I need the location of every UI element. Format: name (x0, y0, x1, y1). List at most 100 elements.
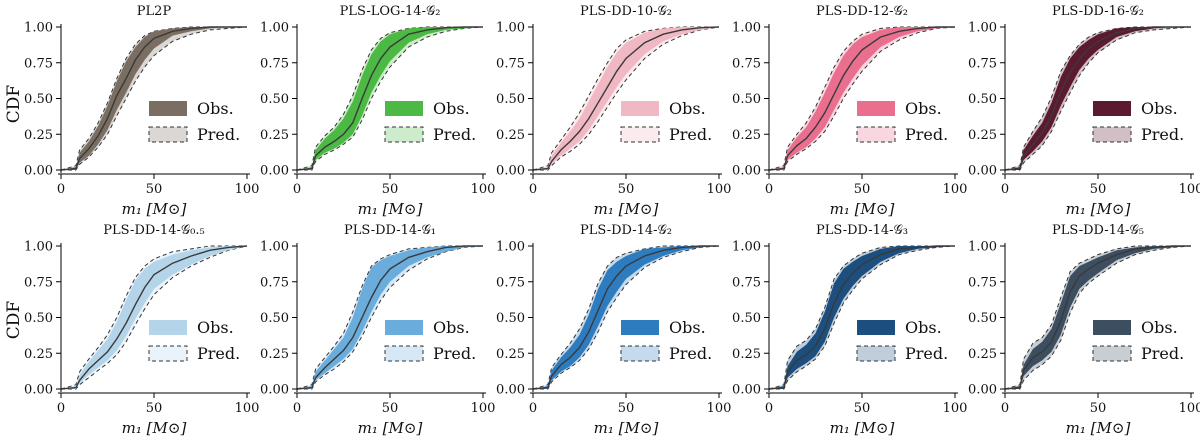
x-tick-label: 0 (293, 182, 301, 197)
y-tick-label: 0.75 (732, 275, 761, 290)
x-tick-label: 50 (382, 182, 399, 197)
panel-title: PLS-DD-14-𝒢₅ (1052, 223, 1144, 238)
legend-obs-label: Obs. (197, 318, 234, 337)
y-tick-label: 0.25 (496, 128, 525, 143)
legend-pred-swatch (1092, 126, 1132, 143)
panel-title: PLS-DD-14-𝒢₂ (580, 223, 672, 238)
y-tick-label: 0.75 (496, 56, 525, 71)
x-tick-label: 0 (765, 401, 773, 416)
y-tick-label: 0.75 (732, 56, 761, 71)
y-tick-label: 1.00 (496, 21, 525, 36)
y-tick-label: 0.75 (24, 275, 53, 290)
x-axis-label: m₁ [M⊙] (1066, 200, 1131, 218)
legend-pred-swatch (856, 126, 896, 143)
pred-lower-line (61, 26, 248, 171)
obs-band (533, 27, 719, 170)
legend-obs-swatch (1093, 320, 1131, 335)
obs-band (61, 246, 247, 389)
y-tick-label: 0.25 (24, 347, 53, 362)
y-tick-label: 0.50 (732, 311, 761, 326)
x-tick-label: 50 (854, 401, 871, 416)
obs-band (297, 246, 483, 389)
legend-obs-label: Obs. (433, 99, 470, 118)
pred-band (1005, 246, 1191, 389)
x-axis-label: m₁ [M⊙] (358, 419, 423, 437)
y-tick-label: 0.75 (24, 56, 53, 71)
legend-obs-swatch (857, 320, 895, 335)
obs-band (533, 246, 719, 389)
panel-3: 0.00 0.25 0.50 0.75 1.00 0 50 100 PLS-DD-10-𝒢₂ m₁… (496, 4, 731, 218)
y-tick-label: 0.50 (24, 311, 53, 326)
legend-pred-swatch (148, 126, 188, 143)
legend-pred-label: Pred. (669, 344, 712, 363)
legend-pred-label: Pred. (1141, 344, 1184, 363)
legend-pred-label: Pred. (197, 344, 240, 363)
y-tick-label: 0.25 (260, 128, 289, 143)
y-tick-label: 0.50 (260, 311, 289, 326)
pred-band (61, 27, 247, 170)
x-tick-label: 50 (146, 182, 163, 197)
y-tick-label: 0.50 (496, 311, 525, 326)
x-tick-label: 100 (943, 182, 968, 197)
x-tick-label: 100 (1179, 182, 1200, 197)
pred-lower-line (533, 26, 720, 171)
obs-band (769, 27, 955, 170)
pred-upper-line (60, 245, 247, 390)
y-tick-label: 1.00 (968, 240, 997, 255)
x-tick-label: 50 (618, 401, 635, 416)
pred-lower-line (769, 245, 956, 390)
x-tick-label: 0 (57, 401, 65, 416)
legend-obs-label: Obs. (905, 99, 942, 118)
y-tick-label: 1.00 (24, 240, 53, 255)
y-tick-label: 1.00 (732, 21, 761, 36)
x-tick-label: 0 (57, 182, 65, 197)
y-tick-label: 1.00 (24, 21, 53, 36)
panel-title: PL2P (137, 4, 172, 19)
obs-median-line (1004, 245, 1191, 390)
y-tick-label: 0.50 (496, 92, 525, 107)
legend-pred-swatch (1092, 345, 1132, 362)
y-tick-label: 0.00 (968, 164, 997, 179)
legend-pred-label: Pred. (197, 125, 240, 144)
x-axis-label: m₁ [M⊙] (830, 200, 895, 218)
panel-7: 0.00 0.25 0.50 0.75 1.00 0 50 100 PLS-DD-14-𝒢₁ m₁… (260, 223, 495, 437)
x-tick-label: 0 (1001, 182, 1009, 197)
legend-obs-swatch (621, 101, 659, 116)
y-tick-label: 0.00 (260, 383, 289, 398)
y-tick-label: 0.75 (968, 56, 997, 71)
pred-lower-line (769, 26, 956, 171)
panel-10: 0.00 0.25 0.50 0.75 1.00 0 50 100 PLS-DD-14-𝒢₅ m₁… (968, 223, 1200, 437)
legend-pred-swatch (620, 345, 660, 362)
y-tick-label: 1.00 (732, 240, 761, 255)
legend-obs-swatch (621, 320, 659, 335)
y-tick-label: 0.25 (260, 347, 289, 362)
obs-median-line (1004, 26, 1191, 171)
obs-median-line (532, 245, 719, 390)
x-tick-label: 100 (235, 401, 260, 416)
y-tick-label: 0.50 (968, 311, 997, 326)
legend-obs-swatch (385, 101, 423, 116)
x-tick-label: 100 (943, 401, 968, 416)
y-tick-label: 1.00 (496, 240, 525, 255)
legend-pred-swatch (148, 345, 188, 362)
legend-obs-swatch (857, 101, 895, 116)
y-tick-label: 0.00 (24, 164, 53, 179)
y-tick-label: 1.00 (260, 240, 289, 255)
obs-median-line (60, 26, 247, 171)
y-tick-label: 0.25 (968, 347, 997, 362)
legend-obs-swatch (149, 320, 187, 335)
y-tick-label: 1.00 (260, 21, 289, 36)
legend-obs-swatch (149, 101, 187, 116)
y-tick-label: 0.25 (732, 347, 761, 362)
x-tick-label: 0 (1001, 401, 1009, 416)
pred-upper-line (532, 245, 719, 390)
legend-pred-label: Pred. (905, 125, 948, 144)
y-tick-label: 0.00 (496, 164, 525, 179)
x-tick-label: 100 (471, 401, 496, 416)
panel-title: PLS-DD-16-𝒢₂ (1052, 4, 1144, 19)
panel-6: 0.00 0.25 0.50 0.75 1.00 0 50 100 PLS-DD-14-𝒢₀.₅… (24, 223, 259, 437)
legend-pred-swatch (856, 345, 896, 362)
x-tick-label: 100 (707, 182, 732, 197)
y-tick-label: 0.75 (260, 275, 289, 290)
